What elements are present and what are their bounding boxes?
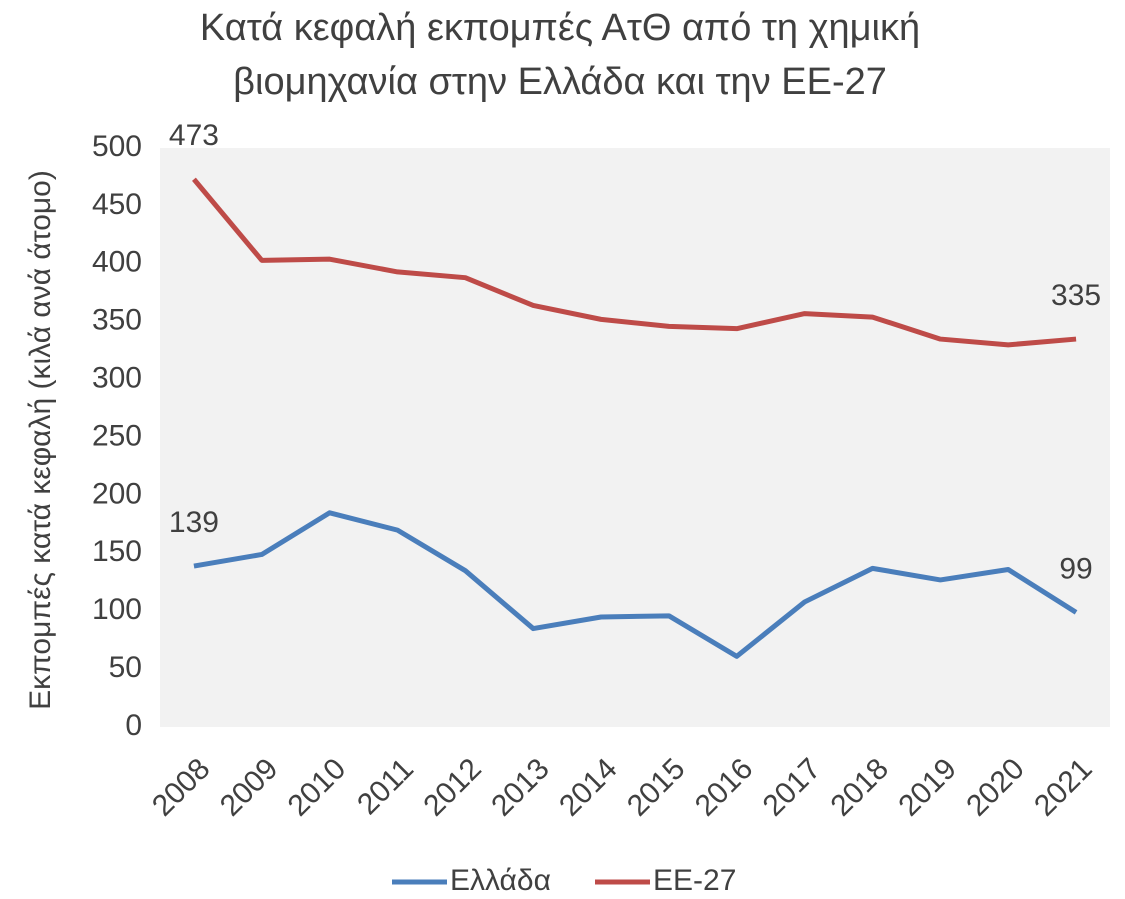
data-label: 473 — [169, 119, 219, 152]
y-tick-label: 500 — [92, 130, 142, 163]
y-tick-label: 100 — [92, 593, 142, 626]
data-line — [192, 177, 1077, 348]
data-label: 335 — [1051, 279, 1101, 312]
y-tick-label: 450 — [92, 188, 142, 221]
data-line — [193, 510, 1078, 659]
legend-label: Ελλάδα — [450, 864, 551, 897]
y-tick-label: 350 — [92, 304, 142, 337]
y-tick-label: 0 — [125, 709, 142, 742]
y-tick-label: 300 — [92, 362, 142, 395]
y-tick-label: 50 — [109, 651, 142, 684]
chart-title: Κατά κεφαλή εκπομπές ΑτΘ από τη χημική — [200, 7, 920, 49]
y-tick-label: 150 — [92, 535, 142, 568]
plot-area — [160, 148, 1110, 727]
chart-title: βιομηχανία στην Ελλάδα και την ΕΕ-27 — [233, 61, 887, 103]
data-label: 99 — [1059, 552, 1092, 585]
y-tick-label: 200 — [92, 477, 142, 510]
y-tick-label: 400 — [92, 246, 142, 279]
data-label: 139 — [169, 506, 219, 539]
y-tick-label: 250 — [92, 419, 142, 452]
y-axis-label: Εκπομπές κατά κεφαλή (κιλά ανά άτομο) — [24, 170, 57, 710]
legend-label: ΕΕ-27 — [653, 864, 736, 897]
